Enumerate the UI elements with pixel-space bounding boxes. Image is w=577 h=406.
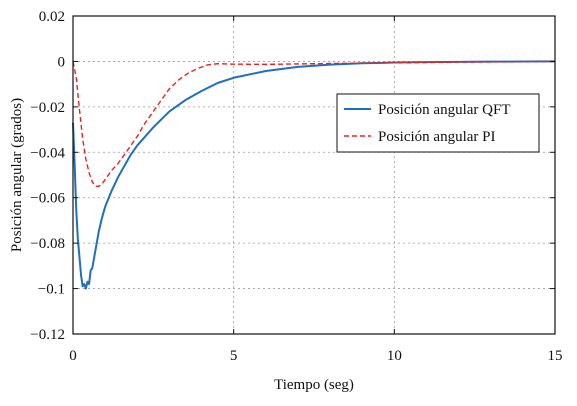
legend: Posición angular QFT Posición angular PI <box>336 93 540 153</box>
y-tick-label: −0.02 <box>30 100 65 116</box>
legend-label-pi: Posición angular PI <box>378 129 496 145</box>
series-line-pi <box>72 60 556 188</box>
y-tick-label: −0.1 <box>38 282 65 298</box>
plot-frame <box>72 15 556 335</box>
legend-label-qft: Posición angular QFT <box>378 102 511 118</box>
y-tick-label: 0 <box>58 54 66 70</box>
y-axis-title: Posición angular (grados) <box>9 98 25 252</box>
series-layer <box>72 60 556 290</box>
x-tick-label: 5 <box>230 348 238 364</box>
legend-box <box>336 93 540 153</box>
x-tick-label: 15 <box>548 348 563 364</box>
y-tick-label: −0.04 <box>30 145 65 161</box>
y-tick-label: −0.08 <box>30 236 65 252</box>
y-tick-label: −0.12 <box>30 327 65 343</box>
y-tick-label: −0.06 <box>30 191 65 207</box>
x-tick-label: 10 <box>387 348 402 364</box>
x-axis-title: Tiempo (seg) <box>274 377 354 393</box>
axis-ticks: 0 5 10 15 0.02 0 −0.02 −0.04 −0.06 −0.08 −0.1 −0.12 <box>30 9 562 364</box>
grid <box>73 16 555 334</box>
series-line-qft <box>72 60 556 290</box>
y-tick-label: 0.02 <box>39 9 65 25</box>
x-tick-label: 0 <box>69 348 77 364</box>
